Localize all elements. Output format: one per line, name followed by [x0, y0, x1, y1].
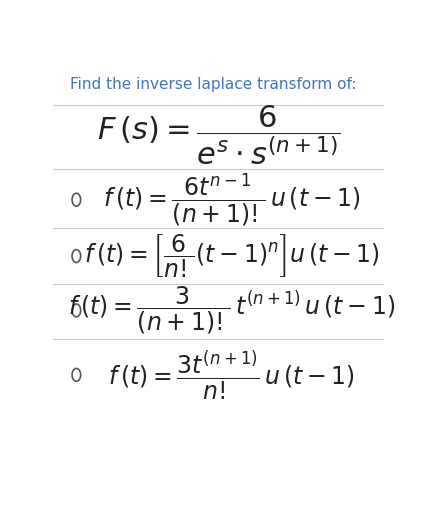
Text: $\mathbf{\mathit{F}}\,(s) = \dfrac{6}{e^s \cdot s^{(n+1)}}$: $\mathbf{\mathit{F}}\,(s) = \dfrac{6}{e^… — [97, 104, 340, 167]
Text: $f\,(t) = \dfrac{3}{(n+1)!}\,t^{(n+1)}\,u\,(t-1)$: $f\,(t) = \dfrac{3}{(n+1)!}\,t^{(n+1)}\,… — [68, 285, 395, 336]
Text: $f\,(t) = \left[\dfrac{6}{n!}(t-1)^n\right]u\,(t-1)$: $f\,(t) = \left[\dfrac{6}{n!}(t-1)^n\rig… — [83, 232, 380, 280]
Text: $f\,(t) = \dfrac{6t^{n-1}}{(n+1)!}\,u\,(t-1)$: $f\,(t) = \dfrac{6t^{n-1}}{(n+1)!}\,u\,(… — [103, 172, 360, 228]
Text: Find the inverse laplace transform of:: Find the inverse laplace transform of: — [70, 77, 356, 92]
Text: $f\,(t) = \dfrac{3t^{(n+1)}}{n!}\,u\,(t-1)$: $f\,(t) = \dfrac{3t^{(n+1)}}{n!}\,u\,(t-… — [108, 348, 355, 402]
